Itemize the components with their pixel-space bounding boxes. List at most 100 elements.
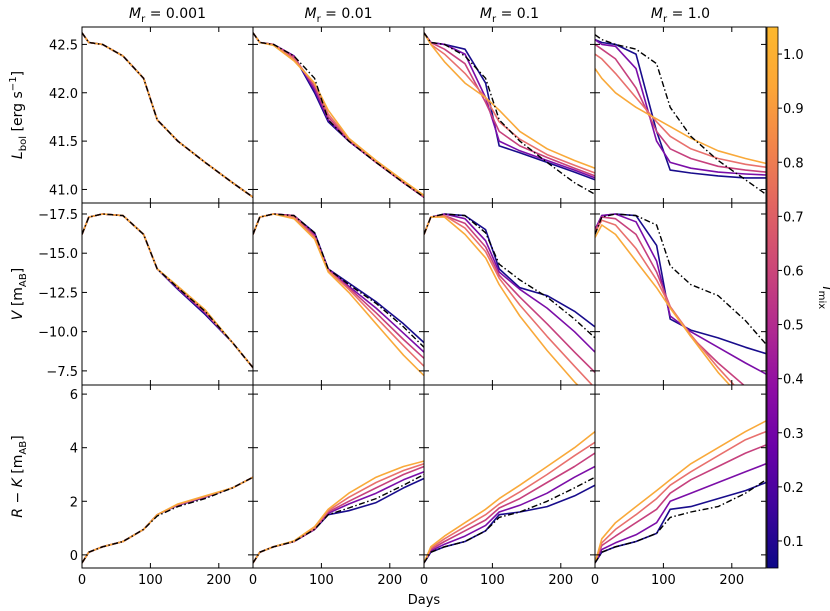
panel-title-part: r <box>663 14 668 25</box>
panel-title: Mr = 1.0 <box>651 6 710 25</box>
curve <box>82 32 253 198</box>
curve <box>253 213 424 348</box>
curve <box>595 216 745 385</box>
colorbar-tick-label: 0.4 <box>783 373 804 388</box>
panel-frame <box>81 384 254 569</box>
panel-title-part: r <box>317 14 322 25</box>
curve <box>82 32 253 198</box>
y-tick-label: 2 <box>70 495 78 510</box>
curve <box>253 473 424 564</box>
y-tick-label: 42.5 <box>49 38 78 53</box>
y-axis-label-part: [m <box>10 455 26 479</box>
plot-area <box>253 460 424 564</box>
x-tick-label: 200 <box>206 573 231 588</box>
y-axis-label: V [mAB] <box>10 268 29 320</box>
y-axis-label-part: −1 <box>8 76 19 91</box>
curve <box>595 463 766 564</box>
curve <box>253 477 424 564</box>
panel-frame <box>81 202 254 386</box>
y-axis-label-part: AB <box>18 441 29 455</box>
colorbar-label-part: mix <box>816 291 827 310</box>
curve <box>595 213 766 345</box>
panel-title-part: M <box>304 6 316 22</box>
panel-title-part: M <box>129 6 141 22</box>
curve <box>82 213 253 369</box>
colorbar-tick-label: 0.7 <box>783 210 804 225</box>
panel-title: Mr = 0.01 <box>304 6 372 25</box>
y-axis-label-part: ] <box>10 268 26 273</box>
curve <box>424 465 595 564</box>
curve <box>424 213 595 339</box>
plot-area <box>424 430 595 564</box>
y-tick-label: 6 <box>70 388 78 403</box>
y-axis-label-part: [erg s <box>10 91 26 136</box>
curve <box>424 32 595 169</box>
panel-title-part: = 0.1 <box>496 6 539 22</box>
x-tick-label: 0 <box>420 573 428 588</box>
y-axis-label-part: R − K <box>10 476 26 517</box>
curve <box>595 430 766 564</box>
curve <box>595 444 766 564</box>
x-tick-label: 0 <box>249 573 257 588</box>
curve <box>424 476 595 564</box>
curve <box>595 213 766 375</box>
colorbar-label-part: f <box>819 286 830 293</box>
colorbar-tick-label: 0.2 <box>783 481 804 496</box>
x-tick-label: 100 <box>480 573 505 588</box>
y-tick-label: −17.5 <box>38 208 78 223</box>
panel-title-part: = 0.001 <box>145 6 206 22</box>
y-axis-label-part: ] <box>10 435 26 440</box>
colorbar-tick-label: 0.8 <box>783 156 804 171</box>
curve <box>424 452 595 564</box>
x-tick-label: 100 <box>309 573 334 588</box>
curve <box>424 214 595 373</box>
colorbar-tick-label: 1.0 <box>783 48 804 63</box>
curve <box>82 213 253 369</box>
curve <box>595 43 766 173</box>
curve <box>595 224 731 385</box>
curve <box>253 32 424 198</box>
curve <box>424 216 579 385</box>
panel-title: Mr = 0.1 <box>480 6 539 25</box>
plot-area <box>595 213 766 385</box>
curve <box>253 460 424 564</box>
y-tick-label: −15.0 <box>38 247 78 262</box>
curve <box>424 32 595 195</box>
y-axis-label-part: V <box>10 309 26 320</box>
y-tick-label: −10.0 <box>38 326 78 341</box>
curve <box>253 32 424 198</box>
curve <box>82 32 253 198</box>
curve <box>82 476 253 564</box>
colorbar-tick-label: 0.3 <box>783 427 804 442</box>
curve <box>595 53 766 168</box>
curve <box>424 32 595 177</box>
curve <box>595 420 766 564</box>
y-axis-label-part: bol <box>18 136 29 151</box>
panel-title-part: r <box>141 14 146 25</box>
curve <box>595 481 766 564</box>
y-tick-label: 0 <box>70 549 78 564</box>
curve <box>424 484 595 564</box>
curve <box>424 213 595 353</box>
x-tick-label: 0 <box>78 573 86 588</box>
curve <box>253 471 424 564</box>
panel-frame <box>423 384 596 569</box>
curve <box>253 32 424 197</box>
curve <box>424 32 595 174</box>
panel-title-part: r <box>492 14 497 25</box>
curve <box>595 68 766 165</box>
curve <box>82 213 253 369</box>
plot-area <box>253 213 424 377</box>
x-tick-label: 100 <box>138 573 163 588</box>
panel-title-part: M <box>480 6 492 22</box>
x-tick-label: 200 <box>719 573 744 588</box>
panel-title-part: = 1.0 <box>667 6 710 22</box>
curve <box>82 32 253 198</box>
panel-title-part: M <box>651 6 663 22</box>
panel-title-part: = 0.01 <box>321 6 373 22</box>
panel-title: Mr = 0.001 <box>129 6 206 25</box>
colorbar-tick-label: 0.1 <box>783 535 804 550</box>
curve <box>82 476 253 564</box>
curve <box>253 213 424 377</box>
y-axis-label: R − K [mAB] <box>10 435 29 517</box>
